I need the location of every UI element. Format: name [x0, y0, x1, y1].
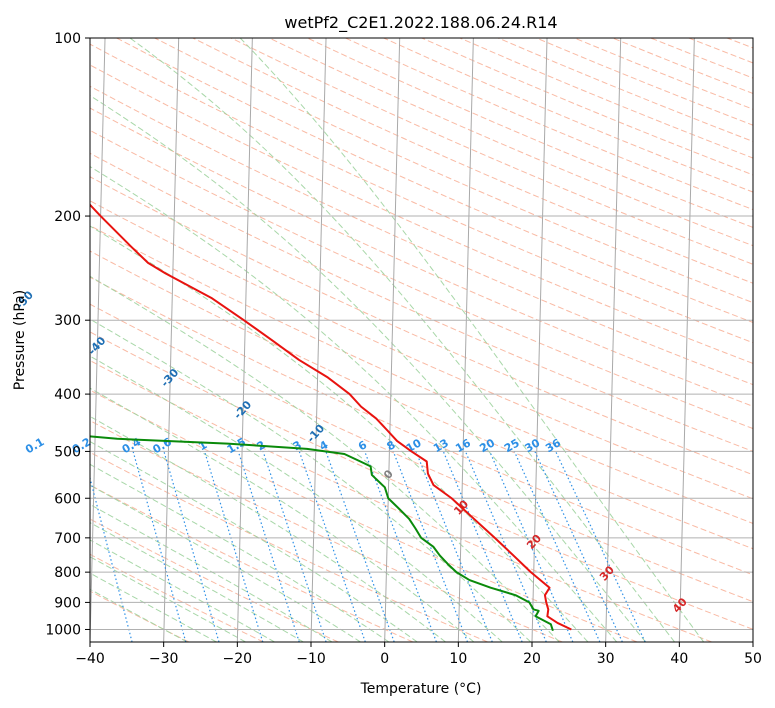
dry-adiabat-line	[90, 359, 712, 642]
y-tick-label: 800	[54, 565, 81, 581]
isotherm-line	[678, 38, 695, 642]
dry-adiabat-line	[90, 64, 753, 364]
y-tick-label: 1000	[45, 622, 81, 638]
dry-adiabat-line	[90, 107, 753, 407]
x-tick-label: 10	[449, 651, 467, 667]
mixing-ratio-line	[163, 451, 220, 642]
mixing-ratio-line	[513, 451, 601, 642]
x-tick-label: 40	[670, 651, 688, 667]
isotherm-line	[163, 38, 180, 642]
dry-adiabat-line	[154, 38, 753, 304]
moist-adiabat-line	[90, 94, 647, 642]
dry-adiabat-line	[90, 389, 638, 642]
dry-adiabat-line	[90, 176, 753, 476]
mixing-ratio-line	[325, 451, 395, 642]
mixing-ratio-line	[262, 451, 327, 642]
dry-adiabat-line	[116, 38, 753, 323]
isotherm-line	[531, 38, 548, 642]
y-tick-label: 600	[54, 491, 81, 507]
x-tick-label: 20	[523, 651, 541, 667]
x-tick-label: 50	[744, 651, 762, 667]
axes: −40 −30 −20 −10 0 10 20 30 40 50 1000 900 800 700 600 5…	[45, 31, 762, 667]
isotherm-line	[384, 38, 401, 642]
x-tick-label: −10	[296, 651, 326, 667]
chart-title: wetPf2_C2E1.2022.188.06.24.R14	[284, 13, 557, 33]
y-tick-label: 700	[54, 531, 81, 547]
moist-adiabat-line	[90, 441, 418, 642]
mixing-ratio-line	[555, 451, 646, 642]
moist-adiabat-line	[239, 38, 705, 642]
isotherm-line	[310, 38, 327, 642]
moist-adiabat-line	[90, 165, 618, 642]
dry-adiabat-line	[90, 152, 753, 452]
x-tick-label: −30	[149, 651, 179, 667]
mixing-ratio-line	[464, 451, 547, 642]
x-tick-label: 30	[597, 651, 615, 667]
moist-adiabat-line	[90, 318, 532, 642]
x-tick-label: 0	[380, 651, 389, 667]
mixing-ratio-line	[237, 451, 300, 642]
dry-adiabat-line	[90, 451, 488, 642]
moist-adiabat-line	[90, 463, 390, 642]
dry-adiabat-line	[90, 200, 753, 500]
y-tick-label: 100	[54, 31, 81, 47]
temperature-trace	[90, 203, 572, 631]
y-tick-label: 300	[54, 313, 81, 329]
plot-frame	[89, 37, 754, 643]
isotherm-line	[90, 38, 106, 642]
moist-adiabat-line	[90, 539, 275, 642]
dry-adiabat-line	[90, 250, 753, 550]
x-tick-label: −20	[223, 651, 253, 667]
mixing-ratio-line	[90, 475, 133, 642]
background-lines	[90, 38, 753, 642]
dry-adiabat-line	[90, 129, 753, 430]
isotherm-line	[457, 38, 474, 642]
mixing-ratio-line	[489, 451, 574, 642]
isotherm-line	[236, 38, 253, 642]
mixing-ratio-line	[132, 451, 187, 642]
y-tick-label: 400	[54, 387, 81, 403]
dry-adiabat-line	[90, 331, 753, 630]
mixing-ratio-line	[203, 451, 264, 642]
dry-adiabat-line	[90, 553, 264, 642]
x-axis-title: Temperature (°C)	[360, 681, 482, 697]
moist-adiabat-line	[90, 387, 475, 642]
moist-adiabat-line	[90, 355, 503, 642]
pressure-grid	[90, 38, 753, 630]
dewpoint-trace	[90, 435, 554, 632]
x-tick-label: −40	[75, 651, 105, 667]
y-tick-label: 900	[54, 595, 81, 611]
mixing-ratio-line	[298, 451, 366, 642]
y-axis-title: Pressure (hPa)	[12, 290, 28, 390]
mixing-ratio-line	[534, 451, 623, 642]
sounding-traces	[90, 203, 572, 632]
moist-adiabat-line	[90, 503, 333, 642]
dry-adiabat-line	[90, 303, 753, 603]
y-tick-label: 200	[54, 209, 81, 225]
dry-adiabat-line	[90, 225, 753, 524]
moist-adiabat-line	[90, 522, 304, 642]
y-tick-label: 500	[54, 444, 81, 460]
dry-adiabat-line	[90, 590, 190, 642]
isotherm-line	[605, 38, 622, 642]
